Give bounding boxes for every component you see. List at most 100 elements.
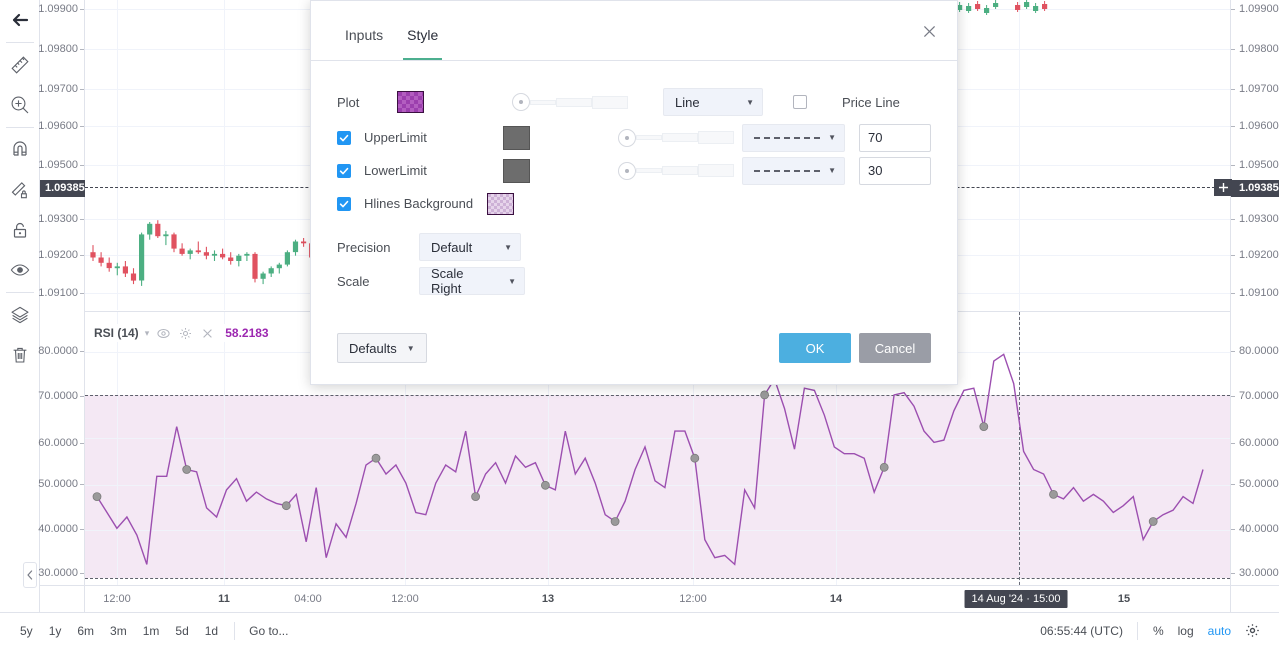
gear-icon[interactable] — [1238, 619, 1267, 642]
dialog-tabs: Inputs Style — [311, 1, 957, 61]
candle-body — [179, 248, 185, 254]
candle-body — [147, 223, 153, 235]
range-1m[interactable]: 1m — [142, 623, 160, 638]
log-scale-button[interactable]: log — [1177, 623, 1194, 638]
rsi-axis-label: 80.0000 — [38, 345, 78, 357]
close-icon[interactable] — [199, 325, 215, 341]
time-axis-label: 12:00 — [679, 593, 707, 605]
lower-limit-dash-select[interactable]: ▼ — [741, 156, 846, 185]
rsi-data-marker — [182, 465, 192, 474]
upper-limit-value-input[interactable] — [859, 123, 932, 152]
axis-label: 1.09800 — [38, 43, 78, 55]
rsi-data-marker — [471, 492, 481, 502]
cursor-arrow-icon[interactable] — [0, 0, 40, 40]
time-axis-label: 14 — [829, 593, 843, 605]
candle-body — [292, 241, 299, 253]
chevron-down-icon: ▼ — [508, 276, 516, 286]
magnet-icon[interactable] — [0, 130, 40, 170]
percent-scale-button[interactable]: % — [1152, 623, 1164, 638]
axis-label: 1.09800 — [1239, 43, 1279, 55]
rsi-data-marker — [92, 492, 102, 502]
upper-limit-color-swatch[interactable] — [502, 125, 530, 150]
range-5d[interactable]: 5d — [175, 623, 189, 638]
ok-button[interactable]: OK — [779, 333, 851, 363]
width-seg-3 — [698, 131, 735, 144]
pane-collapse-handle[interactable] — [23, 562, 37, 588]
left-price-axis[interactable]: 1.09900 1.09800 1.09700 1.09600 1.09500 … — [38, 0, 85, 585]
gear-icon[interactable] — [177, 325, 193, 341]
rsi-axis-label: 50.0000 — [1239, 478, 1279, 490]
chevron-down-icon: ▼ — [828, 133, 837, 142]
eye-icon[interactable] — [0, 250, 40, 290]
rsi-axis-label: 60.0000 — [1239, 437, 1279, 449]
chevron-down-icon[interactable]: ▾ — [144, 327, 150, 338]
range-1d[interactable]: 1d — [204, 623, 219, 638]
lower-limit-width-picker[interactable] — [618, 161, 735, 180]
candle-body — [90, 252, 96, 258]
upper-limit-row: UpperLimit ▼ — [337, 121, 932, 154]
plot-color-swatch[interactable] — [397, 91, 424, 113]
dialog-body: Plot Line ▼ — [311, 61, 957, 312]
range-5y[interactable]: 5y — [20, 623, 33, 638]
width-seg-2 — [662, 133, 699, 142]
toolbar-divider — [1136, 621, 1138, 640]
hlines-background-checkbox[interactable] — [337, 196, 351, 211]
width-seg-3 — [592, 95, 628, 109]
time-axis[interactable]: 12:00 11 04:00 12:00 13 12:00 14 15 14 Aug '24 ·… — [85, 585, 1230, 612]
rsi-legend[interactable]: RSI (14) ▾ 58.2183 — [92, 324, 271, 342]
trash-icon[interactable] — [0, 335, 40, 375]
go-to-button[interactable]: Go to... — [249, 623, 289, 638]
upper-limit-width-picker[interactable] — [618, 128, 735, 147]
rsi-axis-label: 50.0000 — [38, 478, 78, 490]
rsi-data-marker — [979, 422, 989, 431]
auto-scale-button[interactable]: auto — [1207, 623, 1231, 638]
plot-line-type-select[interactable]: Line ▼ — [663, 88, 763, 116]
upper-limit-checkbox[interactable] — [337, 130, 351, 145]
lower-limit-value-input[interactable] — [859, 156, 932, 185]
eye-icon[interactable] — [155, 325, 171, 341]
candle-body — [114, 266, 120, 269]
clock-label: 06:55:44 (UTC) — [1040, 623, 1123, 638]
width-seg-3 — [698, 164, 735, 177]
width-knob — [618, 161, 637, 180]
tab-inputs[interactable]: Inputs — [345, 27, 384, 43]
range-3m[interactable]: 3m — [110, 623, 127, 638]
rsi-data-marker — [760, 390, 769, 400]
lock-icon[interactable] — [0, 210, 40, 250]
toolbar-divider — [5, 292, 34, 293]
hlines-background-color-swatch[interactable] — [487, 192, 515, 215]
cancel-button[interactable]: Cancel — [859, 333, 931, 363]
pencil-lock-icon[interactable] — [0, 170, 40, 210]
candle-body — [301, 241, 307, 244]
range-1y[interactable]: 1y — [48, 623, 62, 638]
zoom-in-icon[interactable] — [0, 85, 40, 125]
rsi-data-marker — [690, 453, 700, 463]
ruler-icon[interactable] — [0, 45, 40, 85]
rsi-line-path — [96, 353, 1204, 566]
upper-limit-line — [85, 395, 1230, 396]
right-price-axis[interactable]: 1.09900 1.09800 1.09700 1.09600 1.09500 … — [1230, 0, 1279, 585]
close-icon[interactable] — [919, 21, 939, 41]
plot-line-width-picker[interactable] — [512, 93, 628, 111]
hlines-background — [85, 395, 1230, 578]
candle-body — [163, 234, 169, 237]
precision-select[interactable]: Default ▼ — [419, 233, 521, 261]
defaults-button[interactable]: Defaults ▼ — [337, 333, 427, 363]
layers-icon[interactable] — [0, 295, 40, 335]
crosshair-vertical — [1019, 312, 1020, 585]
candle-body — [276, 264, 282, 269]
candle-body — [284, 252, 290, 265]
axis-label: 1.09100 — [1239, 287, 1279, 299]
tab-style[interactable]: Style — [395, 27, 450, 60]
candle-body — [171, 234, 177, 249]
lower-limit-checkbox[interactable] — [337, 163, 351, 178]
width-knob — [512, 93, 530, 111]
scale-value: Scale Right — [431, 266, 464, 296]
lower-limit-color-swatch[interactable] — [502, 158, 530, 183]
price-line-checkbox[interactable] — [793, 95, 807, 109]
range-6m[interactable]: 6m — [77, 623, 95, 638]
time-axis-label: 13 — [541, 593, 555, 605]
scale-select[interactable]: Scale Right ▼ — [419, 266, 525, 296]
dashed-line-icon — [753, 136, 821, 139]
upper-limit-dash-select[interactable]: ▼ — [741, 123, 846, 152]
